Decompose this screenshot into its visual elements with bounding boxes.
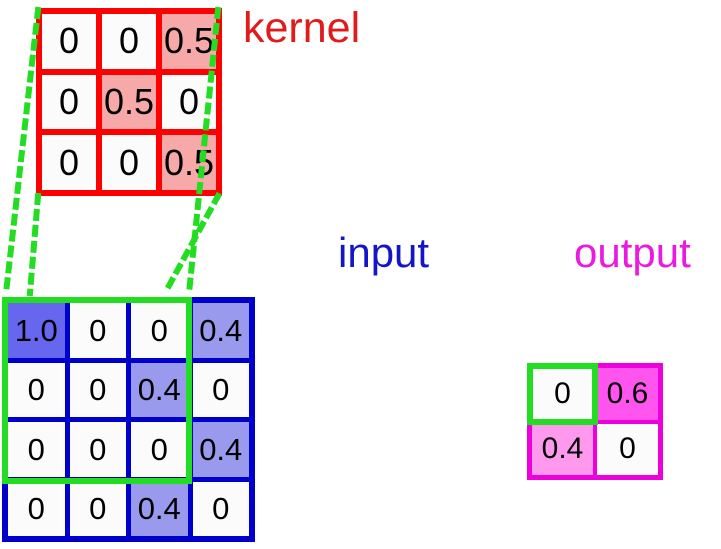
connector-line: [26, 192, 42, 297]
input-cell[interactable]: 0.4: [192, 422, 249, 477]
output-grid[interactable]: 0 0.6 0.4 0: [527, 363, 663, 480]
output-cell[interactable]: 0: [532, 368, 593, 420]
input-cell[interactable]: 0: [131, 422, 188, 477]
kernel-cell[interactable]: 0.5: [162, 14, 216, 69]
input-cell[interactable]: 0.4: [131, 481, 188, 536]
kernel-cell[interactable]: 0.5: [162, 135, 216, 190]
input-cell[interactable]: 1.0: [8, 303, 65, 358]
input-cell[interactable]: 0: [69, 481, 126, 536]
output-cell[interactable]: 0.4: [532, 423, 593, 475]
kernel-cell[interactable]: 0: [42, 14, 96, 69]
input-cell[interactable]: 0.4: [131, 362, 188, 417]
output-cell[interactable]: 0.6: [597, 368, 658, 420]
kernel-cell[interactable]: 0: [102, 14, 156, 69]
input-cell[interactable]: 0: [8, 481, 65, 536]
input-label: input: [338, 229, 430, 276]
input-cell[interactable]: 0: [8, 422, 65, 477]
connector-line: [160, 191, 223, 298]
input-cell[interactable]: 0: [192, 481, 249, 536]
kernel-cell[interactable]: 0.5: [102, 74, 156, 130]
output-cell[interactable]: 0: [597, 423, 658, 475]
kernel-cell[interactable]: 0: [42, 135, 96, 190]
output-label: output: [574, 229, 691, 276]
input-cell[interactable]: 0: [69, 303, 126, 358]
kernel-cell[interactable]: 0: [102, 135, 156, 190]
input-cell[interactable]: 0: [131, 303, 188, 358]
input-grid[interactable]: 1.0 0 0 0.4 0 0 0.4 0 0 0 0 0.4 0 0 0.4 0: [2, 297, 255, 542]
kernel-cell[interactable]: 0: [42, 74, 96, 130]
connector-line: [2, 6, 42, 297]
kernel-cell[interactable]: 0: [162, 74, 216, 130]
input-cell[interactable]: 0: [8, 362, 65, 417]
kernel-label: kernel: [243, 4, 361, 52]
kernel-grid[interactable]: 0 0 0.5 0 0.5 0 0 0 0.5: [36, 8, 222, 196]
input-cell[interactable]: 0.4: [192, 303, 249, 358]
input-cell[interactable]: 0: [69, 362, 126, 417]
input-cell[interactable]: 0: [69, 422, 126, 477]
input-cell[interactable]: 0: [192, 362, 249, 417]
